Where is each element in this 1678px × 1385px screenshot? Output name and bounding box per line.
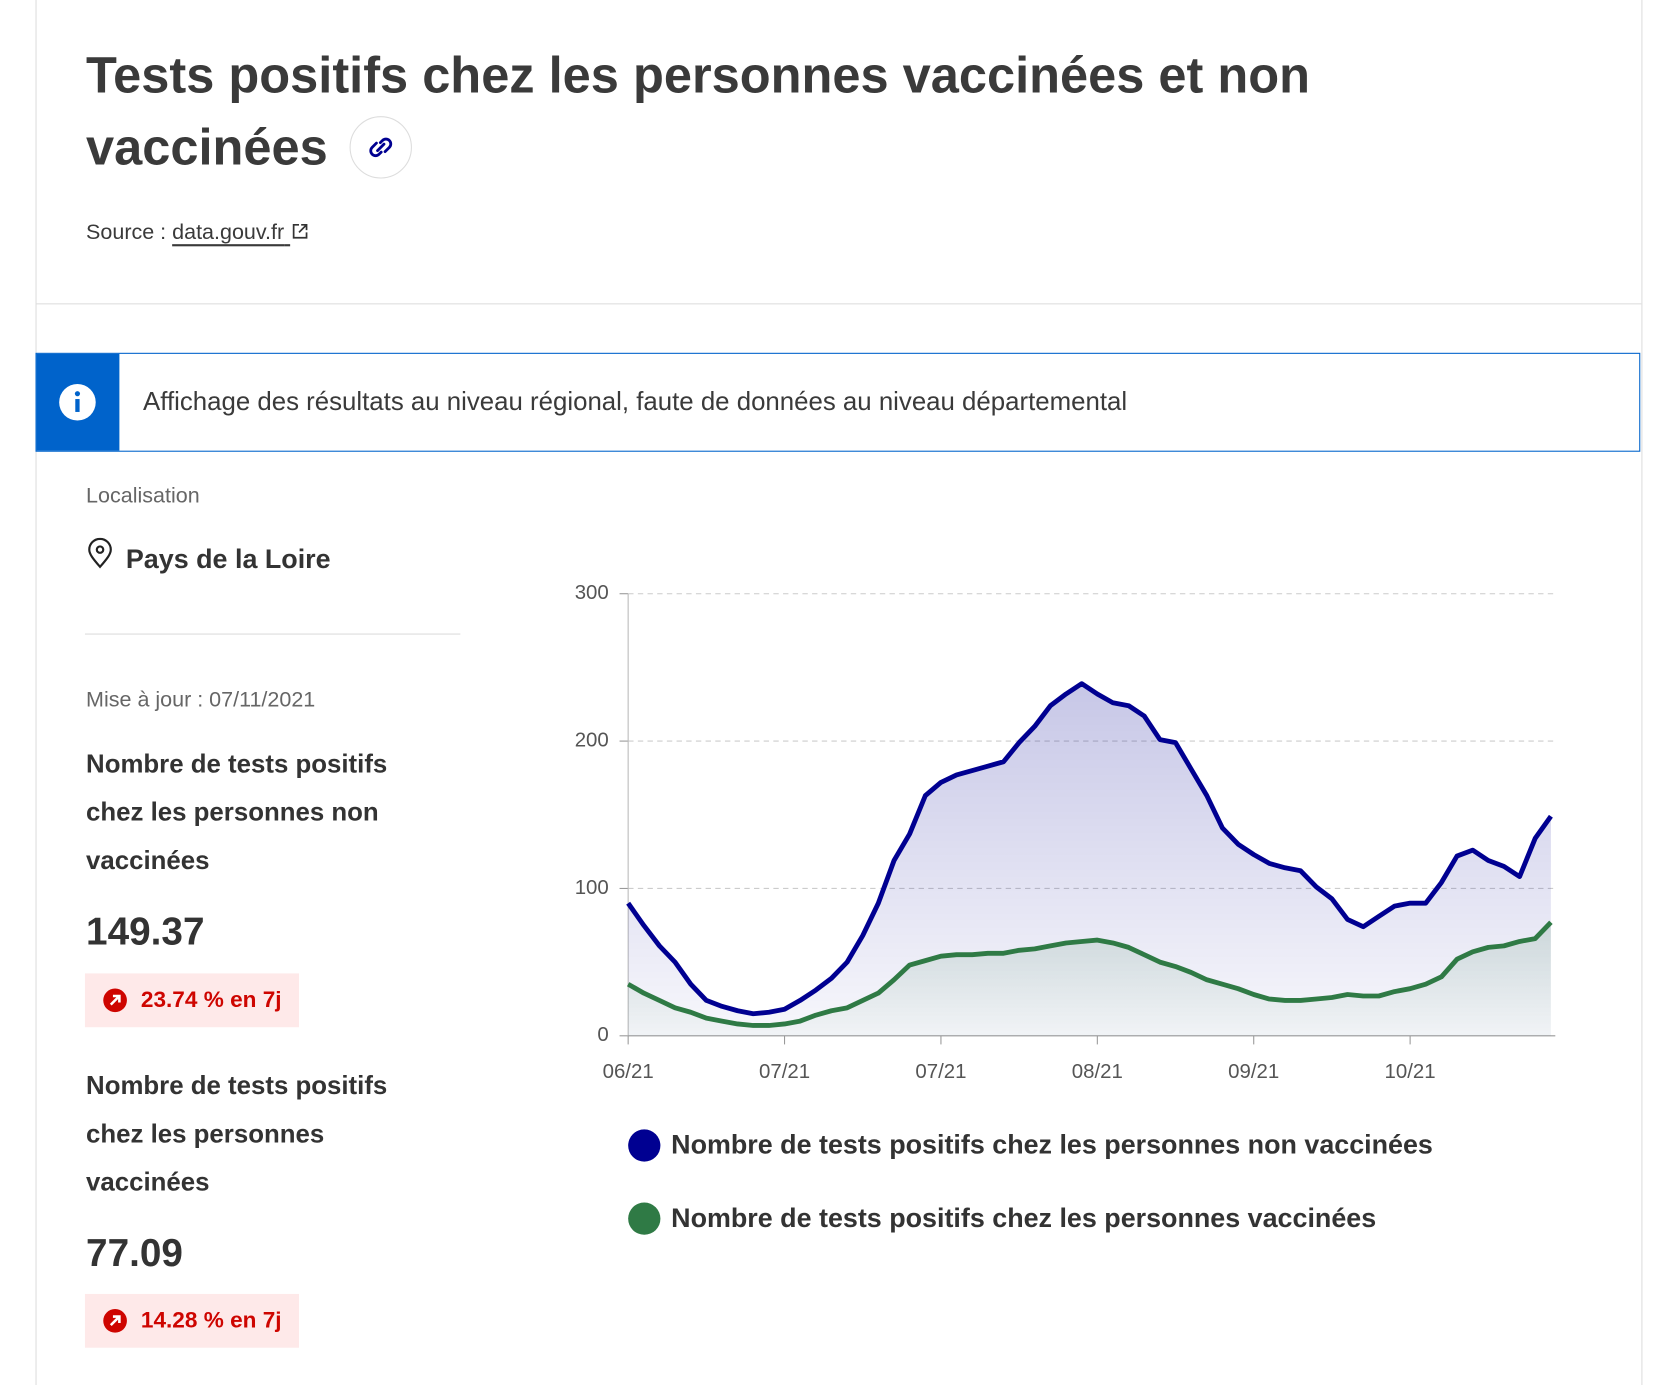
x-tick-label: 07/21: [759, 1061, 810, 1083]
x-tick-label: 09/21: [1228, 1061, 1279, 1083]
title-text: Tests positifs chez les personnes vaccin…: [86, 46, 1311, 176]
legend-label: Nombre de tests positifs chez les person…: [671, 1203, 1376, 1233]
y-tick-label: 200: [575, 729, 609, 751]
source: Source : data.gouv.fr: [86, 220, 309, 245]
y-tick-label: 100: [575, 877, 609, 899]
page-title: Tests positifs chez les personnes vaccin…: [86, 39, 1517, 183]
banner-text: Affichage des résultats au niveau région…: [143, 387, 1128, 417]
pin-icon: [88, 537, 112, 569]
source-link-text: data.gouv.fr: [172, 220, 285, 245]
series-line: [626, 681, 1553, 1017]
copy-link-button[interactable]: [349, 115, 412, 179]
change-text: 23.74 % en 7j: [140, 987, 282, 1013]
y-tick-label: 0: [597, 1024, 608, 1046]
x-tick-label: 07/21: [915, 1061, 966, 1083]
indicator-change: 23.74 % en 7j: [84, 973, 299, 1028]
area-fill: [628, 922, 1551, 1036]
legend-label: Nombre de tests positifs chez les person…: [671, 1130, 1433, 1160]
x-tick-label: 08/21: [1072, 1061, 1123, 1083]
change-text: 14.28 % en 7j: [140, 1307, 282, 1333]
x-tick-label: 10/21: [1385, 1061, 1436, 1083]
update-date: Mise à jour : 07/11/2021: [86, 688, 316, 713]
y-tick-label: 300: [575, 582, 609, 604]
location[interactable]: Pays de la Loire: [125, 544, 331, 575]
indicator-change: 14.28 % en 7j: [84, 1293, 299, 1348]
source-label: Source :: [86, 220, 167, 245]
indicator-value: 149.37: [86, 908, 205, 953]
card: [35, 0, 1643, 1385]
indicator-label: Nombre de tests positifs chez les person…: [86, 749, 388, 876]
divider: [35, 303, 1642, 305]
location-label: Localisation: [86, 484, 200, 508]
info-banner: [35, 352, 1641, 452]
indicator-value: 77.09: [86, 1230, 183, 1275]
series-line: [626, 920, 1553, 1028]
legend-swatch: [628, 1202, 661, 1235]
divider: [84, 633, 461, 635]
area-fill: [628, 683, 1551, 1036]
source-link[interactable]: data.gouv.fr: [172, 220, 309, 244]
legend-swatch: [628, 1129, 661, 1162]
x-tick-label: 06/21: [603, 1061, 654, 1083]
indicator-label: Nombre de tests positifs chez les person…: [86, 1071, 388, 1198]
